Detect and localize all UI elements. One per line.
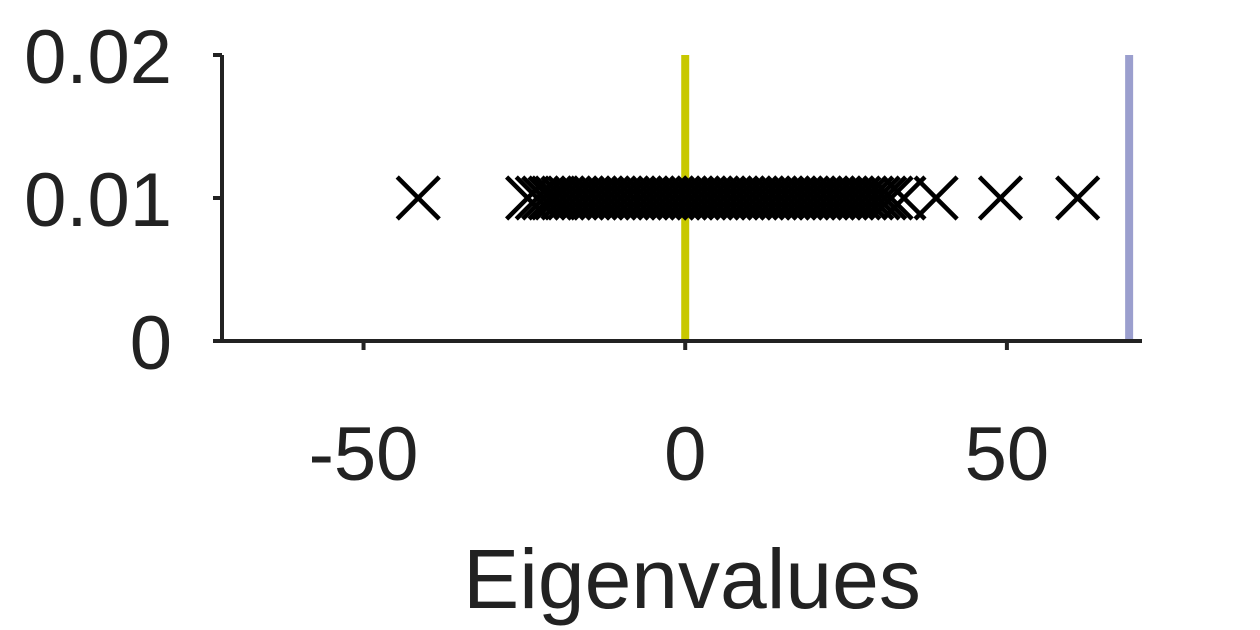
y-tick-label: 0: [130, 301, 172, 386]
x-tick-label: 50: [965, 412, 1050, 497]
y-tick-label: 0.02: [24, 15, 172, 100]
data-points: [395, 175, 1101, 221]
data-point: [881, 175, 927, 221]
data-point: [868, 175, 914, 221]
y-axis-ticks: 0 0.01 0.02: [24, 15, 222, 386]
data-point: [849, 175, 895, 221]
x-tick-label: -50: [309, 412, 419, 497]
data-point: [862, 175, 908, 221]
data-point: [913, 175, 959, 221]
data-point: [395, 175, 441, 221]
data-point: [1055, 175, 1101, 221]
x-axis-title: Eigenvalues: [463, 532, 921, 626]
x-axis-ticks: -50 0 50: [309, 341, 1050, 497]
data-point: [977, 175, 1024, 221]
x-tick-label: 0: [664, 412, 706, 497]
y-tick-label: 0.01: [24, 158, 172, 243]
